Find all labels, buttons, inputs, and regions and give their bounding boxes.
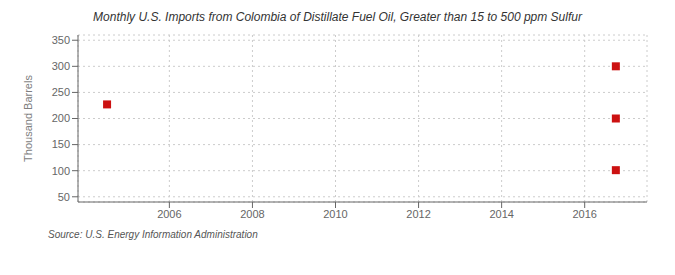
svg-text:150: 150 [52,138,70,150]
svg-text:250: 250 [52,86,70,98]
svg-text:2010: 2010 [323,208,347,220]
svg-text:Thousand Barrels: Thousand Barrels [22,75,34,162]
svg-text:300: 300 [52,60,70,72]
svg-text:350: 350 [52,34,70,46]
svg-text:200: 200 [52,112,70,124]
svg-text:50: 50 [58,191,70,203]
svg-text:2006: 2006 [157,208,181,220]
html-text:Monthly U.S. Imports from Colo: Monthly U.S. Imports from Colombia of Di… [93,10,582,24]
svg-text:2016: 2016 [572,208,596,220]
svg-text:2008: 2008 [240,208,264,220]
svg-text:100: 100 [52,165,70,177]
svg-text:2012: 2012 [406,208,430,220]
svg-text:2014: 2014 [489,208,513,220]
html-text:Source: U.S. Energy Informatio: Source: U.S. Energy Information Administ… [48,229,258,240]
